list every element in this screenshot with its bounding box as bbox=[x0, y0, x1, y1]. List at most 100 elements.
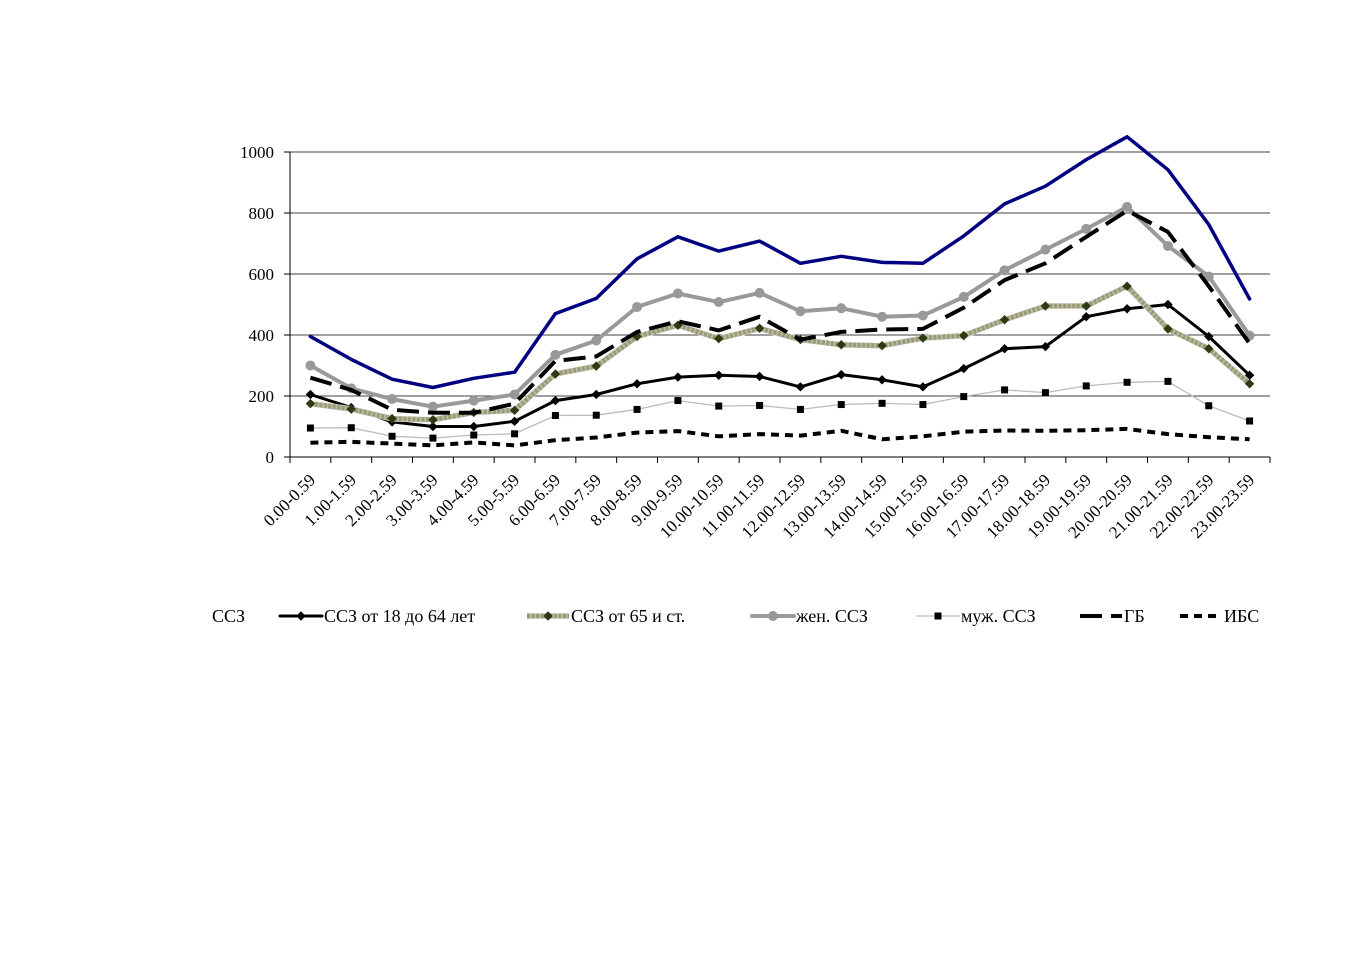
data-point bbox=[550, 395, 561, 406]
data-point bbox=[632, 379, 642, 389]
series-3 bbox=[305, 201, 1255, 412]
data-point bbox=[836, 369, 846, 380]
series-4 bbox=[306, 377, 1254, 442]
data-point bbox=[836, 340, 846, 350]
legend-marker bbox=[768, 611, 778, 621]
grid bbox=[290, 151, 1270, 397]
data-point bbox=[1081, 301, 1091, 311]
series-line bbox=[310, 283, 1252, 423]
data-point bbox=[551, 412, 559, 420]
y-tick-label: 0 bbox=[266, 448, 275, 467]
data-point bbox=[715, 402, 723, 410]
legend-label: ССЗ от 18 до 64 лет bbox=[324, 606, 475, 626]
legend-item-6: ИБС bbox=[1180, 606, 1259, 626]
legend-label: муж. ССЗ bbox=[961, 606, 1036, 626]
data-point bbox=[756, 401, 764, 409]
series-line-backing bbox=[310, 283, 1252, 423]
y-tick-label: 200 bbox=[249, 387, 275, 406]
series-group bbox=[305, 135, 1255, 448]
data-point bbox=[428, 415, 438, 425]
y-tick-labels: 0 200 400 600 800 1000 bbox=[240, 143, 274, 467]
data-point bbox=[878, 399, 886, 407]
data-point bbox=[999, 315, 1010, 325]
series-line bbox=[309, 208, 1252, 415]
data-point bbox=[1203, 271, 1214, 282]
data-point bbox=[877, 375, 887, 385]
data-point bbox=[591, 335, 602, 346]
series-line bbox=[308, 135, 1252, 390]
data-point bbox=[960, 393, 968, 401]
data-point bbox=[1122, 281, 1132, 291]
data-point bbox=[1040, 244, 1051, 255]
data-point bbox=[469, 421, 479, 432]
legend: ССЗ ССЗ от 18 до 64 лет ССЗ от 65 и ст. жен… bbox=[212, 606, 1259, 626]
legend-item-0: ССЗ bbox=[212, 606, 245, 626]
legend-item-3: жен. ССЗ bbox=[750, 606, 868, 626]
data-point bbox=[346, 404, 356, 414]
data-point bbox=[672, 288, 683, 299]
data-point bbox=[1001, 386, 1009, 394]
data-point bbox=[837, 401, 845, 409]
y-tick-label: 800 bbox=[249, 204, 275, 223]
data-point bbox=[306, 424, 314, 432]
data-point bbox=[877, 311, 888, 322]
data-point bbox=[428, 421, 438, 432]
legend-marker bbox=[543, 611, 553, 621]
data-point bbox=[1081, 223, 1092, 234]
legend-label: жен. ССЗ bbox=[795, 606, 868, 626]
data-point bbox=[387, 394, 398, 405]
data-point bbox=[305, 398, 316, 409]
series-line bbox=[309, 380, 1251, 439]
data-point bbox=[387, 413, 397, 424]
data-point bbox=[1122, 201, 1133, 212]
data-point bbox=[1122, 304, 1132, 314]
data-point bbox=[999, 344, 1010, 354]
data-point bbox=[511, 430, 519, 438]
data-point bbox=[1040, 341, 1051, 352]
legend-marker bbox=[296, 611, 306, 621]
data-point bbox=[468, 395, 479, 406]
data-point bbox=[591, 361, 601, 371]
legend-label: ИБС bbox=[1224, 606, 1259, 626]
data-point bbox=[754, 323, 765, 333]
data-point bbox=[1204, 331, 1214, 342]
series-line bbox=[308, 204, 1252, 409]
data-point bbox=[754, 371, 765, 382]
data-point bbox=[388, 432, 396, 440]
legend-item-1: ССЗ от 18 до 64 лет bbox=[278, 606, 475, 626]
data-point bbox=[592, 411, 600, 419]
data-point bbox=[429, 434, 437, 442]
data-point bbox=[1244, 379, 1255, 389]
data-point bbox=[1163, 299, 1173, 310]
data-point bbox=[347, 424, 355, 432]
data-point bbox=[796, 405, 804, 413]
series-line bbox=[310, 426, 1250, 448]
legend-label: ССЗ bbox=[212, 606, 245, 626]
legend-item-5: ГБ bbox=[1080, 606, 1145, 626]
data-point bbox=[795, 382, 806, 392]
data-point bbox=[509, 416, 520, 427]
data-point bbox=[509, 405, 520, 416]
axes bbox=[284, 151, 1271, 463]
data-point bbox=[918, 333, 928, 343]
legend-label: ССЗ от 65 и ст. bbox=[571, 606, 685, 626]
data-point bbox=[959, 330, 969, 341]
data-point bbox=[1163, 324, 1173, 334]
legend-label: ГБ bbox=[1124, 606, 1145, 626]
data-point bbox=[632, 301, 643, 312]
data-point bbox=[918, 382, 928, 392]
data-point bbox=[836, 303, 847, 314]
data-point bbox=[1164, 377, 1172, 385]
legend-marker bbox=[934, 612, 942, 620]
data-point bbox=[1081, 311, 1091, 322]
data-point bbox=[795, 306, 806, 317]
y-tick-label: 400 bbox=[249, 326, 275, 345]
data-point bbox=[550, 369, 561, 379]
legend-item-2: ССЗ от 65 и ст. bbox=[527, 606, 685, 626]
y-tick-label: 1000 bbox=[240, 143, 274, 162]
x-tick-labels: 0.00-0.591.00-1.592.00-2.593.00-3.594.00… bbox=[260, 470, 1259, 542]
data-point bbox=[1162, 240, 1173, 251]
series-line bbox=[308, 303, 1252, 428]
data-point bbox=[470, 431, 478, 439]
